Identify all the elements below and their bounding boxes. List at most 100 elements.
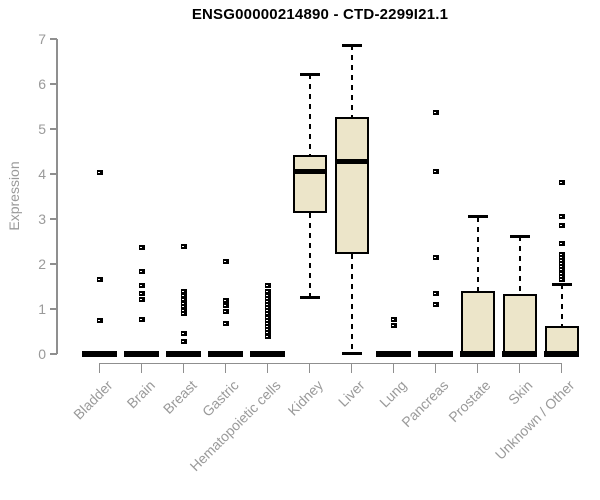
outlier-point	[96, 317, 103, 323]
y-tick	[50, 218, 57, 220]
outlier-point	[222, 297, 229, 303]
x-tick-label: Unknown / Other	[492, 377, 578, 463]
outlier-point	[432, 169, 439, 175]
y-tick	[50, 83, 57, 85]
outlier-point	[558, 180, 565, 186]
x-tick	[518, 362, 521, 373]
outlier-point	[180, 293, 187, 298]
outlier-point	[180, 311, 187, 316]
outlier-point	[264, 330, 271, 336]
outlier-point	[264, 298, 271, 304]
box-body	[334, 116, 369, 255]
x-tick	[476, 362, 479, 373]
outlier-point	[138, 316, 145, 322]
outlier-point	[558, 213, 565, 219]
zero-box-bar	[124, 351, 159, 357]
outlier-point	[180, 300, 187, 306]
lower-whisker	[308, 213, 311, 298]
outlier-point	[264, 320, 271, 326]
x-axis-line	[98, 362, 563, 364]
y-axis-line	[56, 39, 58, 354]
outlier-point	[138, 283, 145, 289]
median-line	[334, 159, 369, 165]
upper-whisker-cap	[509, 234, 530, 238]
y-tick-label: 0	[38, 346, 46, 362]
upper-whisker	[518, 236, 521, 294]
zero-box-bar	[166, 351, 201, 357]
outlier-point	[558, 261, 565, 267]
outlier-point	[138, 296, 145, 302]
x-tick	[350, 362, 353, 373]
outlier-point	[432, 302, 439, 308]
outlier-point	[180, 304, 187, 310]
x-tick	[392, 362, 395, 373]
zero-box-bar	[250, 351, 285, 357]
outlier-point	[558, 270, 565, 276]
upper-whisker	[560, 284, 563, 327]
lower-whisker-cap	[341, 351, 362, 355]
upper-whisker	[350, 45, 353, 117]
outlier-point	[222, 321, 229, 327]
outlier-point	[432, 254, 439, 260]
outlier-point	[432, 290, 439, 296]
upper-whisker	[308, 74, 311, 155]
x-tick	[98, 362, 101, 373]
x-tick-label: Skin	[505, 377, 536, 408]
outlier-point	[264, 317, 271, 323]
chart-title: ENSG00000214890 - CTD-2299I21.1	[191, 6, 449, 23]
x-tick	[140, 362, 143, 373]
y-tick	[50, 353, 57, 355]
x-tick	[434, 362, 437, 373]
median-line	[292, 169, 327, 175]
x-tick	[266, 362, 269, 373]
y-tick	[50, 128, 57, 130]
x-tick	[308, 362, 311, 373]
outlier-point	[558, 257, 565, 263]
outlier-point	[264, 314, 271, 320]
upper-whisker-cap	[467, 215, 488, 219]
outlier-point	[264, 292, 271, 298]
outlier-point	[264, 289, 271, 295]
outlier-point	[264, 302, 271, 307]
x-tick	[560, 362, 563, 373]
outlier-point	[96, 170, 103, 176]
outlier-point	[264, 295, 271, 301]
y-tick-label: 1	[38, 301, 46, 317]
upper-whisker	[476, 216, 479, 291]
upper-whisker-cap	[341, 43, 362, 47]
zero-box-bar	[418, 351, 453, 357]
outlier-point	[180, 339, 187, 345]
y-tick-label: 4	[38, 166, 46, 182]
x-tick-label: Brain	[123, 377, 158, 412]
y-tick-label: 3	[38, 211, 46, 227]
outlier-point	[432, 109, 439, 115]
y-tick-label: 2	[38, 256, 46, 272]
outlier-point	[222, 309, 229, 315]
outlier-point	[180, 330, 187, 336]
median-line	[502, 351, 537, 357]
y-tick-label: 5	[38, 121, 46, 137]
y-tick-label: 6	[38, 76, 46, 92]
outlier-point	[558, 276, 565, 282]
outlier-point	[222, 303, 229, 309]
outlier-point	[180, 297, 187, 303]
x-tick-label: Bladder	[70, 377, 116, 423]
y-tick	[50, 173, 57, 175]
x-tick-label: Prostate	[445, 377, 494, 426]
box-body	[502, 293, 537, 357]
x-tick-label: Lung	[376, 377, 410, 411]
outlier-point	[96, 277, 103, 283]
y-tick	[50, 308, 57, 310]
y-tick-label: 7	[38, 31, 46, 47]
outlier-point	[138, 244, 145, 250]
x-tick	[224, 362, 227, 373]
median-line	[544, 351, 579, 357]
outlier-point	[558, 273, 565, 279]
outlier-point	[558, 254, 565, 260]
outlier-point	[264, 308, 271, 314]
outlier-point	[390, 322, 397, 328]
zero-box-bar	[82, 351, 117, 357]
median-line	[460, 351, 495, 357]
upper-whisker-cap	[551, 282, 572, 286]
